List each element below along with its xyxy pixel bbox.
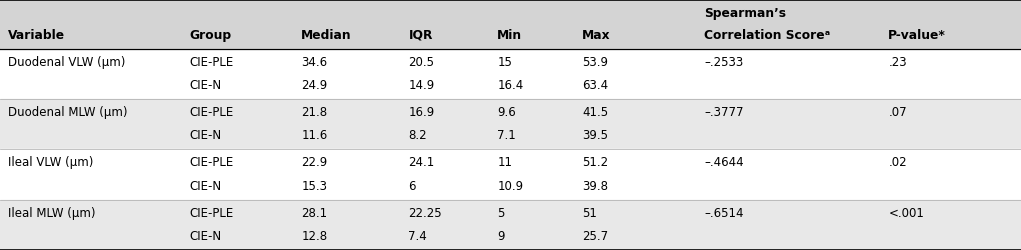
Text: CIE-PLE: CIE-PLE	[189, 207, 233, 220]
Text: CIE-N: CIE-N	[189, 129, 221, 142]
Text: 39.8: 39.8	[582, 180, 607, 192]
Text: 6: 6	[408, 180, 416, 192]
Text: 7.1: 7.1	[497, 129, 516, 142]
Bar	[0, 49, 1021, 99]
Text: 15: 15	[497, 56, 513, 69]
Text: Max: Max	[582, 28, 611, 42]
Bar	[0, 0, 1021, 49]
Text: 51: 51	[582, 207, 597, 220]
Text: 5: 5	[497, 207, 504, 220]
Text: CIE-N: CIE-N	[189, 79, 221, 92]
Text: IQR: IQR	[408, 28, 433, 42]
Text: 51.2: 51.2	[582, 156, 609, 170]
Text: 16.4: 16.4	[497, 79, 524, 92]
Text: 15.3: 15.3	[301, 180, 327, 192]
Text: 9.6: 9.6	[497, 106, 516, 119]
Text: 8.2: 8.2	[408, 129, 427, 142]
Text: CIE-PLE: CIE-PLE	[189, 156, 233, 170]
Text: 24.9: 24.9	[301, 79, 328, 92]
Text: CIE-PLE: CIE-PLE	[189, 106, 233, 119]
Text: Group: Group	[189, 28, 231, 42]
Text: 22.9: 22.9	[301, 156, 328, 170]
Text: CIE-N: CIE-N	[189, 180, 221, 192]
Text: –.4644: –.4644	[704, 156, 744, 170]
Text: 11.6: 11.6	[301, 129, 328, 142]
Text: Spearman’s: Spearman’s	[704, 7, 786, 20]
Text: P-value*: P-value*	[888, 28, 946, 42]
Text: .23: .23	[888, 56, 907, 69]
Text: –.2533: –.2533	[704, 56, 743, 69]
Text: 39.5: 39.5	[582, 129, 607, 142]
Text: 22.25: 22.25	[408, 207, 442, 220]
Text: CIE-N: CIE-N	[189, 230, 221, 243]
Text: –.3777: –.3777	[704, 106, 744, 119]
Text: 28.1: 28.1	[301, 207, 328, 220]
Bar	[0, 150, 1021, 200]
Text: 63.4: 63.4	[582, 79, 609, 92]
Text: 20.5: 20.5	[408, 56, 434, 69]
Text: Median: Median	[301, 28, 352, 42]
Text: 12.8: 12.8	[301, 230, 328, 243]
Text: Min: Min	[497, 28, 523, 42]
Bar	[0, 99, 1021, 149]
Text: 25.7: 25.7	[582, 230, 609, 243]
Text: 14.9: 14.9	[408, 79, 435, 92]
Text: 9: 9	[497, 230, 504, 243]
Text: 53.9: 53.9	[582, 56, 607, 69]
Text: –.6514: –.6514	[704, 207, 744, 220]
Text: 10.9: 10.9	[497, 180, 524, 192]
Text: Ileal MLW (μm): Ileal MLW (μm)	[8, 207, 96, 220]
Text: Duodenal MLW (μm): Duodenal MLW (μm)	[8, 106, 128, 119]
Text: 41.5: 41.5	[582, 106, 609, 119]
Text: 24.1: 24.1	[408, 156, 435, 170]
Text: Duodenal VLW (μm): Duodenal VLW (μm)	[8, 56, 126, 69]
Text: .02: .02	[888, 156, 907, 170]
Bar	[0, 200, 1021, 250]
Text: <.001: <.001	[888, 207, 924, 220]
Text: Correlation Scoreᵃ: Correlation Scoreᵃ	[704, 28, 831, 42]
Text: 34.6: 34.6	[301, 56, 328, 69]
Text: Ileal VLW (μm): Ileal VLW (μm)	[8, 156, 94, 170]
Text: Variable: Variable	[8, 28, 65, 42]
Text: 21.8: 21.8	[301, 106, 328, 119]
Text: .07: .07	[888, 106, 907, 119]
Text: CIE-PLE: CIE-PLE	[189, 56, 233, 69]
Text: 11: 11	[497, 156, 513, 170]
Text: 16.9: 16.9	[408, 106, 435, 119]
Text: 7.4: 7.4	[408, 230, 427, 243]
